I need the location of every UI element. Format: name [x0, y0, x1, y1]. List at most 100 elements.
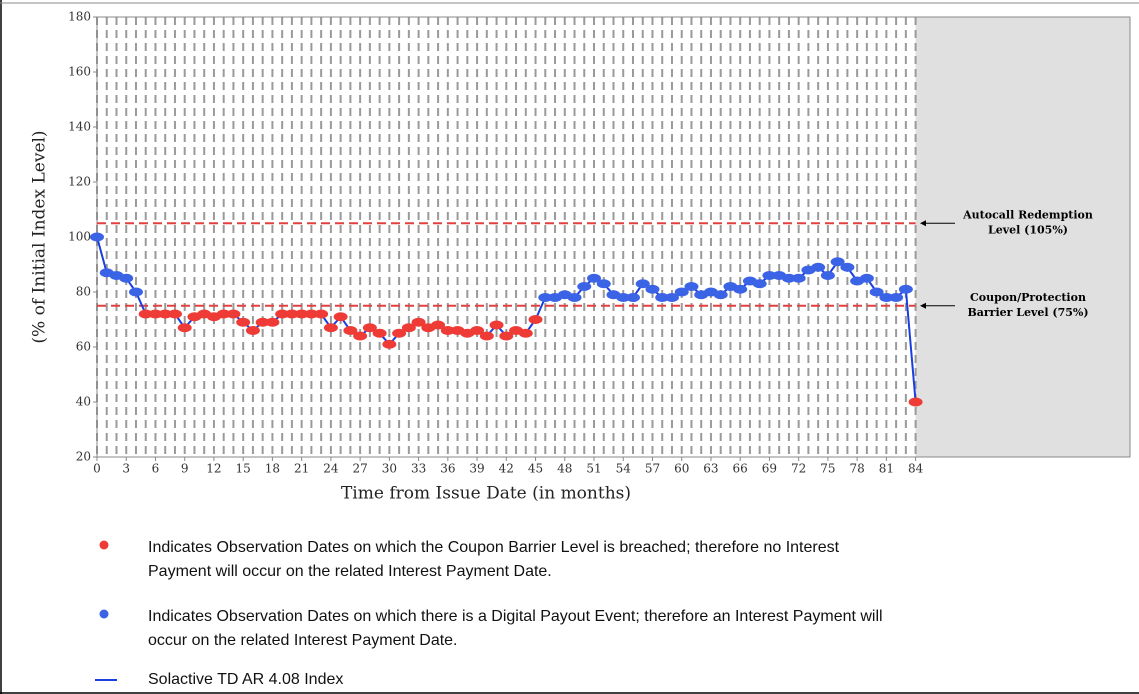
observation-marker	[353, 331, 368, 341]
x-tick-label: 12	[206, 462, 221, 476]
observation-marker	[479, 331, 494, 341]
x-tick-label: 6	[152, 462, 160, 476]
y-tick-label: 180	[68, 10, 91, 24]
legend-marker	[99, 609, 109, 619]
x-tick-label: 60	[674, 462, 689, 476]
annotation: Level (105%)	[988, 223, 1068, 236]
observation-marker	[440, 326, 455, 335]
x-tick-label: 21	[294, 462, 309, 476]
observation-marker	[167, 309, 182, 319]
observation-marker	[275, 309, 290, 319]
observation-marker	[820, 271, 835, 280]
y-tick-label: 100	[68, 230, 91, 244]
observation-marker	[752, 279, 767, 289]
observation-marker	[255, 317, 270, 327]
observation-marker	[713, 290, 728, 300]
annotation: Autocall Redemption	[962, 208, 1093, 221]
observation-marker	[655, 293, 670, 302]
x-tick-label: 0	[93, 462, 101, 476]
x-tick-label: 9	[181, 462, 189, 476]
observation-marker	[762, 271, 777, 280]
legend-marker	[99, 540, 109, 550]
observation-marker	[879, 293, 894, 302]
observation-marker	[333, 312, 348, 322]
legend-text: occur on the related Interest Payment Da…	[148, 632, 458, 649]
observation-marker	[372, 328, 387, 338]
y-tick-label: 140	[68, 120, 91, 134]
observation-marker	[567, 293, 582, 302]
x-tick-label: 51	[586, 462, 601, 476]
observation-marker	[148, 309, 163, 319]
observation-marker	[908, 397, 923, 407]
x-tick-label: 57	[645, 462, 660, 476]
observation-marker	[392, 328, 407, 338]
x-tick-label: 63	[703, 462, 718, 476]
observation-marker	[664, 293, 679, 302]
observation-marker	[226, 309, 241, 319]
x-tick-label: 33	[411, 462, 426, 476]
y-tick-label: 120	[68, 175, 91, 189]
observation-marker	[470, 326, 485, 335]
observation-marker	[616, 293, 631, 302]
x-tick-label: 48	[557, 462, 572, 476]
x-tick-label: 66	[733, 462, 748, 476]
y-tick-label: 80	[76, 285, 91, 299]
x-tick-label: 36	[440, 462, 455, 476]
observation-marker	[128, 287, 143, 297]
observation-marker	[265, 317, 280, 327]
observation-marker	[869, 287, 884, 297]
x-tick-label: 78	[849, 462, 864, 476]
legend-text: Indicates Observation Dates on which the…	[148, 539, 840, 556]
observation-marker	[577, 282, 592, 291]
x-tick-label: 69	[762, 462, 777, 476]
observation-marker	[898, 284, 913, 294]
x-tick-label: 3	[122, 462, 130, 476]
observation-marker	[314, 309, 329, 319]
observation-marker	[645, 284, 660, 294]
annotation: Barrier Level (75%)	[967, 306, 1088, 319]
observation-marker	[538, 293, 553, 302]
x-axis-label: Time from Issue Date (in months)	[341, 484, 631, 504]
x-tick-label: 24	[323, 462, 339, 476]
observation-marker	[528, 315, 543, 324]
x-tick-label: 18	[265, 462, 280, 476]
observation-marker	[294, 309, 309, 319]
annotation: Coupon/Protection	[970, 291, 1086, 304]
observation-marker	[840, 262, 855, 272]
observation-marker	[625, 293, 640, 302]
observation-marker	[684, 282, 699, 291]
observation-marker	[635, 279, 650, 289]
observation-marker	[177, 323, 192, 333]
x-tick-label: 15	[236, 462, 251, 476]
observation-marker	[362, 323, 377, 333]
observation-marker	[889, 293, 904, 302]
y-tick-label: 60	[76, 340, 91, 354]
shaded-region	[915, 17, 1130, 457]
x-tick-label: 54	[616, 462, 632, 476]
x-tick-label: 39	[469, 462, 484, 476]
x-tick-label: 30	[382, 462, 397, 476]
observation-marker	[119, 273, 134, 283]
observation-marker	[859, 273, 874, 283]
observation-marker	[90, 232, 104, 242]
x-tick-label: 72	[791, 462, 806, 476]
x-tick-label: 84	[908, 462, 924, 476]
x-tick-label: 45	[528, 462, 543, 476]
legend-text: Indicates Observation Dates on which the…	[148, 608, 883, 625]
observation-marker	[791, 273, 806, 283]
observation-marker	[158, 309, 173, 319]
observation-marker	[411, 317, 426, 327]
y-tick-label: 20	[76, 450, 91, 464]
y-axis-label: (% of Initial Index Level)	[30, 130, 50, 343]
legend-text: Solactive TD AR 4.08 Index	[148, 671, 343, 688]
observation-marker	[431, 320, 446, 330]
y-tick-label: 160	[68, 65, 91, 79]
y-tick-label: 40	[76, 395, 91, 409]
observation-marker	[323, 323, 338, 333]
arrow-head	[920, 220, 926, 227]
observation-marker	[499, 331, 514, 341]
observation-marker	[216, 309, 231, 319]
x-tick-label: 27	[352, 462, 367, 476]
observation-marker	[674, 287, 689, 297]
